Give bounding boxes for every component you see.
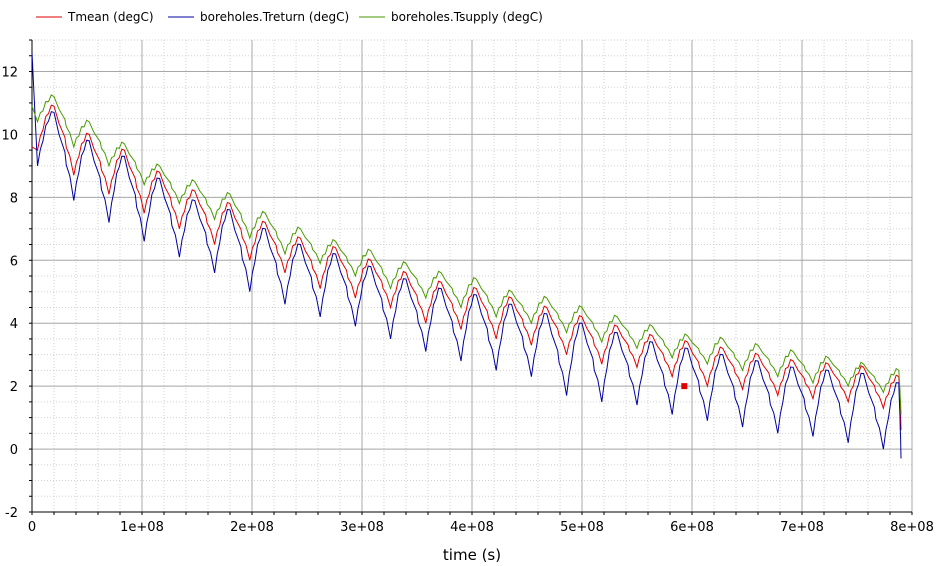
x-tick-label: 0 <box>28 520 36 535</box>
y-tick-label: 0 <box>10 443 18 458</box>
x-axis-label: time (s) <box>443 546 501 564</box>
series-line-3 <box>31 94 902 415</box>
y-tick-label: 8 <box>10 191 18 206</box>
y-tick-label: 10 <box>1 128 18 143</box>
x-tick-label: 4e+08 <box>450 520 494 535</box>
x-tick-label: 8e+08 <box>890 520 934 535</box>
axes <box>29 39 913 515</box>
series-lines <box>31 52 902 459</box>
x-tick-label: 3e+08 <box>340 520 384 535</box>
data-marker <box>681 383 688 390</box>
y-tick-label: -2 <box>5 506 18 521</box>
legend: Tmean (degC) boreholes.Treturn (degC) bore… <box>36 10 543 24</box>
x-tick-label: 2e+08 <box>230 520 274 535</box>
legend-label-3: boreholes.Tsupply (degC) <box>391 10 543 24</box>
x-tick-label: 5e+08 <box>560 520 604 535</box>
y-tick-label: 6 <box>10 254 18 269</box>
y-tick-label: 12 <box>1 65 18 80</box>
x-tick-label: 6e+08 <box>670 520 714 535</box>
x-tick-label: 1e+08 <box>120 520 164 535</box>
legend-label-1: Tmean (degC) <box>67 10 154 24</box>
legend-label-2: boreholes.Treturn (degC) <box>200 10 349 24</box>
series-line-1 <box>31 104 902 431</box>
x-tick-label: 7e+08 <box>780 520 824 535</box>
y-tick-label: 4 <box>10 317 18 332</box>
y-tick-label: 2 <box>10 380 18 395</box>
tick-labels: 0 1e+08 2e+08 3e+08 4e+08 5e+08 6e+08 7e+08 8e+0… <box>1 65 933 535</box>
grid <box>31 39 913 513</box>
series-line-2 <box>31 52 902 459</box>
